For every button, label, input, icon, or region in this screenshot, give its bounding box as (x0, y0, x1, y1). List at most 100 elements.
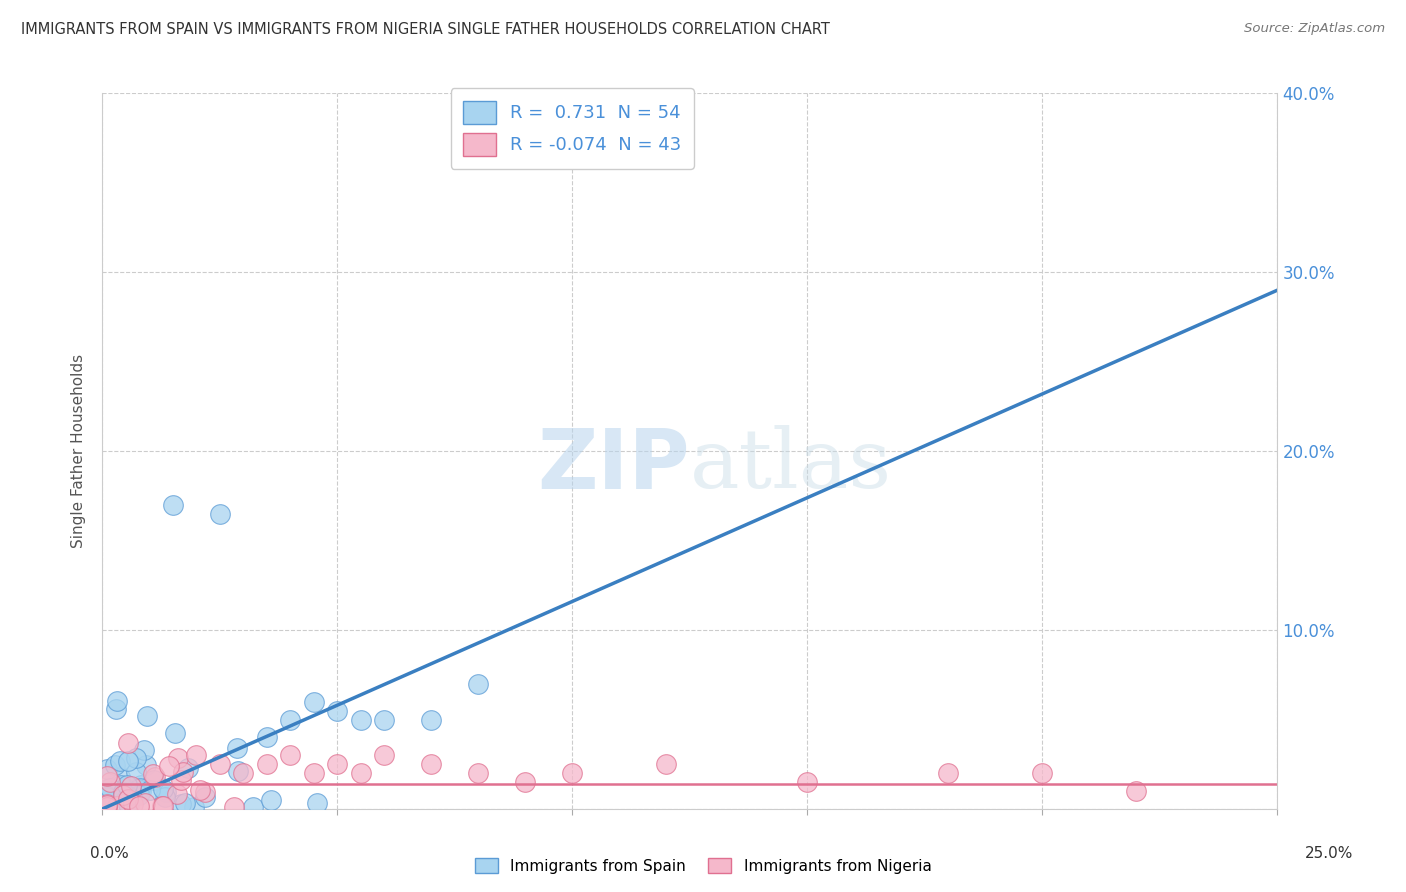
Point (163, 725, 186, 739)
Point (129, 780, 152, 795)
Point (208, 757, 231, 772)
Point (373, 748, 395, 763)
Point (350, 766, 373, 780)
Point (96, 798, 118, 813)
Y-axis label: Single Father Households: Single Father Households (72, 354, 86, 549)
Point (169, 797, 191, 812)
Point (150, 798, 173, 813)
Point (136, 708, 159, 723)
Point (170, 773, 193, 788)
Point (108, 770, 131, 784)
Point (208, 507, 231, 521)
Point (796, 775, 818, 789)
Point (104, 758, 127, 772)
Point (222, 799, 245, 814)
Point (186, 748, 208, 763)
Point (194, 785, 217, 799)
Point (139, 782, 162, 797)
Point (1031, 766, 1053, 780)
Point (278, 713, 301, 727)
Point (117, 797, 139, 812)
Point (104, 702, 127, 716)
Legend: Immigrants from Spain, Immigrants from Nigeria: Immigrants from Spain, Immigrants from N… (468, 852, 938, 880)
Point (125, 764, 148, 779)
Point (232, 766, 254, 780)
Point (142, 767, 165, 781)
Point (125, 750, 148, 764)
Point (117, 789, 139, 804)
Point (135, 758, 157, 772)
Point (152, 782, 174, 797)
Point (194, 790, 217, 805)
Text: atlas: atlas (690, 425, 891, 506)
Text: Source: ZipAtlas.com: Source: ZipAtlas.com (1244, 22, 1385, 36)
Point (127, 782, 149, 797)
Point (162, 498, 184, 512)
Point (515, 775, 537, 789)
Point (129, 778, 152, 792)
Point (188, 782, 211, 797)
Point (226, 741, 249, 756)
Point (936, 766, 959, 780)
Point (96, 769, 118, 783)
Point (105, 694, 128, 708)
Point (655, 757, 678, 772)
Point (134, 797, 156, 811)
Point (183, 800, 205, 814)
Text: IMMIGRANTS FROM SPAIN VS IMMIGRANTS FROM NIGERIA SINGLE FATHER HOUSEHOLDS CORREL: IMMIGRANTS FROM SPAIN VS IMMIGRANTS FROM… (21, 22, 830, 37)
Point (172, 764, 194, 779)
Point (96, 784, 118, 798)
Point (96, 797, 118, 812)
Point (278, 748, 301, 763)
Point (302, 695, 325, 709)
Point (96, 800, 118, 814)
Point (98, 781, 121, 796)
Legend: R =  0.731  N = 54, R = -0.074  N = 43: R = 0.731 N = 54, R = -0.074 N = 43 (450, 88, 695, 169)
Point (326, 757, 349, 772)
Point (307, 796, 329, 810)
Point (155, 785, 177, 799)
Point (143, 771, 166, 785)
Point (561, 766, 583, 780)
Point (107, 799, 129, 814)
Point (157, 759, 180, 773)
Point (121, 797, 143, 812)
Point (115, 778, 138, 792)
Point (143, 773, 166, 788)
Point (96, 790, 118, 805)
Text: #c8dff0: #c8dff0 (690, 465, 696, 466)
Point (96, 782, 118, 797)
Text: 0.0%: 0.0% (90, 846, 129, 861)
Point (256, 757, 278, 772)
Point (176, 761, 198, 775)
Point (112, 785, 135, 799)
Point (420, 713, 443, 727)
Point (226, 764, 249, 778)
Point (117, 754, 139, 768)
Text: ZIP: ZIP (537, 425, 690, 506)
Point (96, 762, 118, 776)
Point (420, 757, 443, 772)
Point (256, 731, 278, 745)
Text: 25.0%: 25.0% (1305, 846, 1353, 861)
Point (167, 751, 190, 765)
Point (302, 766, 325, 780)
Point (131, 784, 153, 798)
Point (117, 791, 139, 805)
Point (132, 742, 155, 756)
Point (117, 736, 139, 750)
Point (173, 796, 195, 810)
Point (350, 713, 373, 727)
Point (260, 793, 283, 807)
Point (128, 798, 150, 813)
Point (118, 798, 141, 813)
Point (1125, 784, 1147, 798)
Point (373, 713, 395, 727)
Point (124, 785, 146, 799)
Point (152, 798, 174, 813)
Point (98, 774, 121, 789)
Point (467, 766, 489, 780)
Point (467, 677, 489, 691)
Point (166, 787, 188, 801)
Point (110, 778, 132, 792)
